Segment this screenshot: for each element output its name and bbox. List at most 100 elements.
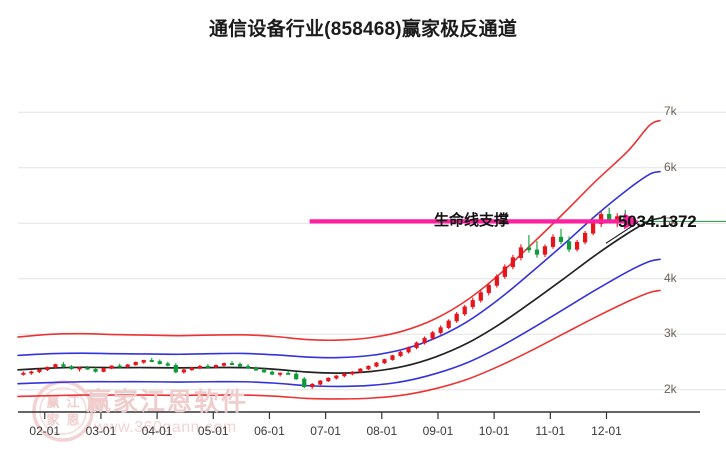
candle-body <box>93 368 98 372</box>
candle-body <box>430 332 435 339</box>
x-axis-tick-label: 09-01 <box>422 424 454 438</box>
candle-body <box>310 383 315 388</box>
candle-body <box>582 232 588 243</box>
candle-body <box>237 363 243 367</box>
candle-body <box>157 361 162 364</box>
watermark-url: www.360gann.com <box>94 419 237 436</box>
candle-body <box>197 365 203 369</box>
y-axis-tick-label: 4k <box>664 270 677 285</box>
candle-body <box>101 368 106 372</box>
candle-body <box>53 364 58 368</box>
channel-line-lower-inner-band <box>17 258 661 388</box>
seal-char: 赢 <box>46 394 59 409</box>
seal-inner-ring <box>39 387 87 435</box>
candle-body <box>270 371 275 375</box>
channel-line-upper-outer-band <box>17 119 661 342</box>
candle-body <box>278 372 283 375</box>
candle-body <box>510 257 515 268</box>
x-axis-tick-label: 12-01 <box>591 424 622 438</box>
candle-body <box>350 371 355 375</box>
candle-body <box>189 367 194 371</box>
y-axis-tick-label: 7k <box>664 104 677 119</box>
axis-lines <box>18 411 700 419</box>
y-axis-tick-label: 2k <box>664 381 677 396</box>
candle-body <box>165 363 170 366</box>
candle-body <box>374 362 379 367</box>
candle-body <box>149 360 154 362</box>
candle-body <box>566 241 572 250</box>
channel-line-upper-inner-band <box>17 170 661 359</box>
candle-body <box>390 355 395 360</box>
candle-body <box>109 365 114 369</box>
candle-body <box>462 306 467 315</box>
x-axis-tick-label: 08-01 <box>366 424 398 438</box>
candle-body <box>518 247 523 258</box>
candle-body <box>181 369 186 373</box>
candle-body <box>446 320 451 328</box>
y-axis-tick-label: 5k <box>664 215 677 230</box>
candle-body <box>334 375 339 379</box>
candle-body <box>253 367 259 371</box>
candle-body <box>494 276 499 286</box>
candle-body <box>294 373 299 380</box>
candle-body <box>29 371 34 374</box>
candle-body <box>342 373 347 377</box>
candle-body <box>470 300 475 308</box>
last-price-label: 5034.1372 <box>618 212 697 232</box>
page-title: 通信设备行业(858468)赢家极反通道 <box>208 19 518 40</box>
candle-body <box>21 372 26 375</box>
x-axis-tick-label: 10-01 <box>478 424 510 438</box>
candle-body <box>286 372 291 375</box>
seal-char: 恩 <box>66 412 79 427</box>
candle-body <box>205 365 211 368</box>
candle-body <box>245 365 251 369</box>
watermark-brand: 赢家江恩软件 <box>86 388 249 416</box>
candle-body <box>406 347 411 353</box>
seal-char: 江 <box>66 394 79 409</box>
candle-body <box>542 246 548 255</box>
x-axis-tick-label: 05-01 <box>197 424 229 438</box>
candle-body <box>591 223 596 234</box>
candle-body <box>141 360 146 363</box>
candle-body <box>173 365 178 373</box>
candle-body <box>486 285 491 293</box>
candle-body <box>438 327 443 333</box>
candle-body <box>366 365 371 370</box>
candle-body <box>358 368 363 373</box>
x-axis-tick-label: 07-01 <box>310 424 341 438</box>
candle-body <box>558 236 564 242</box>
candle-body <box>133 362 138 366</box>
support-annotation-label: 生命线支撑 <box>434 212 510 230</box>
candle-body <box>318 380 323 385</box>
channel-line-lower-outer-band <box>17 289 661 400</box>
x-axis-tick-label: 11-01 <box>535 424 566 438</box>
x-axis-tick-label: 04-01 <box>141 424 173 438</box>
seal-char: 家 <box>46 412 60 427</box>
candle-body <box>526 247 532 251</box>
candle-body <box>326 377 331 382</box>
candle-body <box>213 365 219 368</box>
channel-bands-group <box>17 119 661 400</box>
candle-body <box>398 351 403 356</box>
support-arrow <box>309 213 639 244</box>
grid-lines <box>18 111 726 391</box>
candle-body <box>117 365 122 368</box>
candle-body <box>422 337 427 344</box>
candle-body <box>478 292 483 301</box>
candle-body <box>85 367 90 370</box>
candle-body <box>45 367 50 371</box>
candle-body <box>599 214 604 225</box>
candle-body <box>37 369 42 373</box>
candle-body <box>550 236 556 247</box>
candle-body <box>382 359 387 364</box>
price-pointer-leader <box>605 221 639 244</box>
candle-body <box>125 364 130 367</box>
candle-body <box>502 266 507 277</box>
candle-body <box>61 364 66 367</box>
candle-body <box>77 367 82 370</box>
candle-body <box>414 342 419 348</box>
candle-body <box>454 313 459 322</box>
candlestick-series <box>21 207 628 389</box>
